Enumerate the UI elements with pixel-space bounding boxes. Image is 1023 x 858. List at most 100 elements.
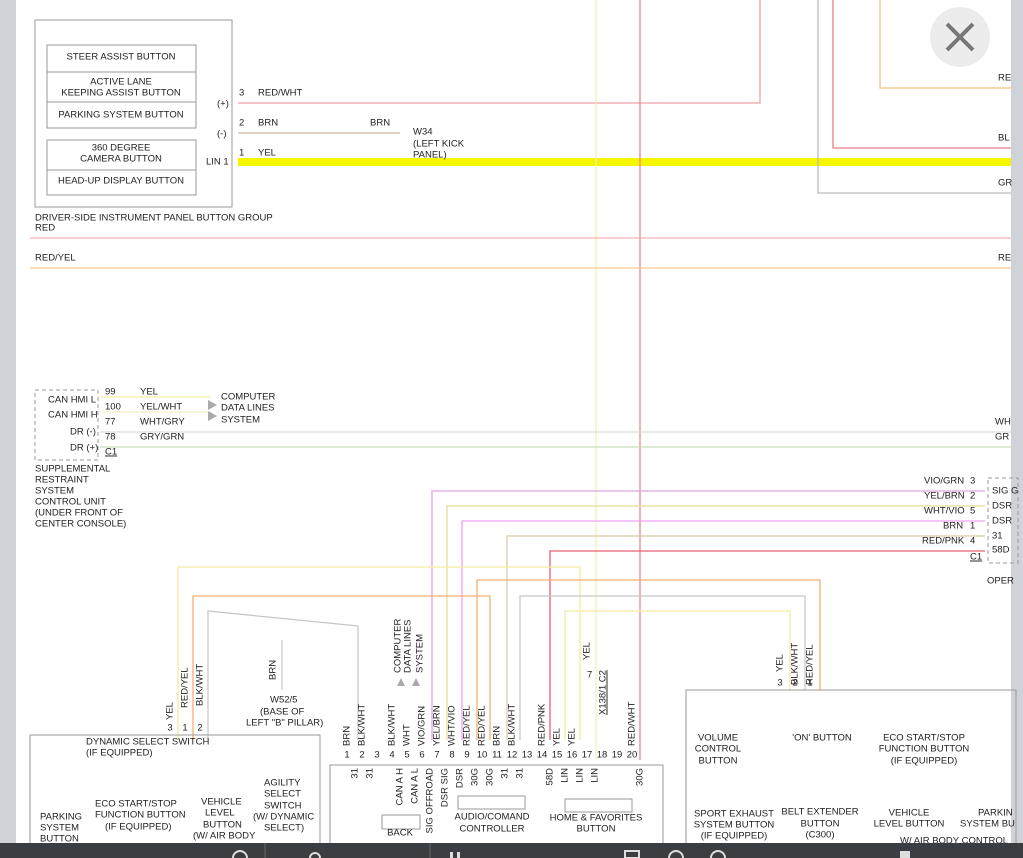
toolbar [0,843,1023,858]
label: BUTTON [577,824,616,835]
label: (IF EQUIPPED) [105,822,172,833]
label: STEER ASSIST BUTTON [67,52,176,63]
label: LIN 1 [206,157,229,168]
label: 2 [792,678,797,689]
label: SYSTEM BU [960,819,1015,830]
label: PARKIN [978,808,1013,819]
label: 17 [582,750,593,761]
label: RED/YEL [35,253,76,264]
label: LIN [575,768,586,783]
label: RED/WHT [627,701,638,746]
label: 5 [404,750,409,761]
label: DATA LINES [221,403,275,414]
label: ECO START/STOP [883,733,965,744]
label: 78 [105,432,116,443]
label: FUNCTION BUTTON [879,744,970,755]
label: VEHICLE [889,808,930,819]
label: LEFT "B" PILLAR) [246,718,323,729]
label: CONTROL UNIT [35,497,106,508]
label: GR [995,432,1009,443]
label: SYSTEM [221,415,260,426]
label: 15 [552,750,563,761]
label: (LEFT KICK [413,139,465,150]
label: CONTROLLER [460,824,525,835]
label: VEHICLE [201,797,242,808]
label: DR (+) [70,443,98,454]
label: 8 [449,750,454,761]
label: W34 [413,127,433,138]
label: DSR SIG [440,768,451,807]
label: FUNCTION BUTTON [95,810,186,821]
label: 58D [545,768,556,786]
label: (C300) [805,830,834,841]
label: VIO/GRN [417,706,428,746]
label: RE [998,253,1011,264]
label: SELECT) [264,823,304,834]
label: SWITCH [264,801,302,812]
label: 20 [627,750,638,761]
label: BRN [268,660,279,680]
label: 31 [350,768,361,779]
label: LIN [560,768,571,783]
label: 2 [197,723,202,734]
label: C1 [105,447,117,458]
label: AGILITY [264,778,301,789]
label: (BASE OF [260,707,305,718]
label: 30G [485,768,496,786]
label: YEL [258,148,276,159]
label: 7 [587,670,592,681]
label: HEAD-UP DISPLAY BUTTON [58,176,184,187]
label: DR (-) [70,427,96,438]
label: 4 [970,536,975,547]
label: BLK/WHT [195,664,206,706]
label: (W/ DYNAMIC [253,812,314,823]
label: YEL [775,654,786,672]
label: 6 [419,750,424,761]
label: ACTIVE LANE [90,77,152,88]
label: (W/ AIR BODY [193,831,256,842]
label: COMPUTER [221,392,276,403]
label: 1 [344,750,349,761]
label: 77 [105,417,116,428]
label: DATA LINES [403,620,414,674]
label: LEVEL [205,808,235,819]
label: (UNDER FRONT OF [35,508,123,519]
label: PARKING [40,812,82,823]
label: 99 [105,387,116,398]
label: 31 [992,531,1003,542]
label: 'ON' BUTTON [792,733,852,744]
label: RESTRAINT [35,475,89,486]
label: BUTTON [203,820,242,831]
label: 58D [992,545,1010,556]
label: 19 [612,750,623,761]
label: WHT/GRY [140,417,185,428]
label: KEEPING ASSIST BUTTON [61,88,181,99]
label: SPORT EXHAUST [694,809,774,820]
label: COMPUTER [393,619,404,674]
label: RE [998,73,1011,84]
label: 31 [500,768,511,779]
label: SIG OFFROAD [425,768,436,834]
label: (IF EQUIPPED) [891,756,958,767]
label: SYSTEM [35,486,74,497]
label: DSR [992,501,1012,512]
label: BRN [370,118,390,129]
label: 9 [464,750,469,761]
label: (+) [217,99,229,110]
label: 31 [515,768,526,779]
label: VIO/GRN [924,476,964,487]
label: YEL [567,728,578,746]
label: 30G [470,768,481,786]
label: PANEL) [413,150,447,161]
close-button[interactable] [930,7,990,67]
label: BRN [943,521,963,532]
label: HOME & FAVORITES [550,813,643,824]
label: BRN [492,726,503,746]
label: BLK/WHT [507,704,518,746]
label: 1 [807,678,812,689]
label: CENTER CONSOLE) [35,519,126,530]
label: BLK/WHT [357,704,368,746]
label: BELT EXTENDER [781,807,858,818]
